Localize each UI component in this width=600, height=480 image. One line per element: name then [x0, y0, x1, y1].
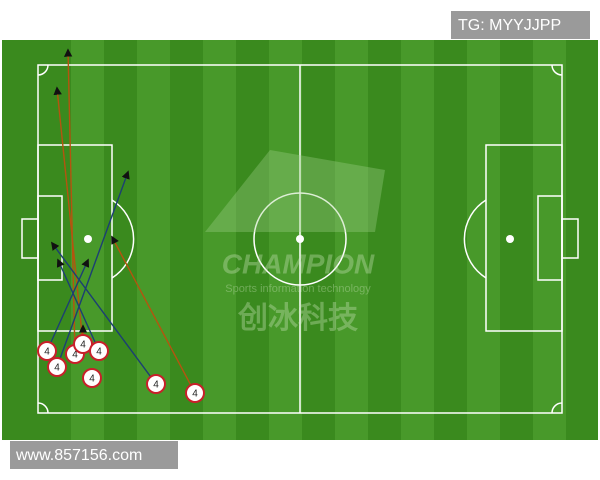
pass-arrow: [53, 86, 84, 345]
player-number: 4: [44, 347, 50, 358]
watermark: CHAMPION Sports information technology 创…: [205, 150, 385, 335]
stripe: [335, 40, 368, 440]
watermark-brand: CHAMPION: [222, 248, 375, 279]
pass-arrow: [46, 258, 90, 352]
player-marker: [89, 341, 109, 361]
player-marker: [185, 383, 205, 403]
pass-arrows: [46, 48, 196, 394]
player-marker: [146, 374, 166, 394]
pass-arrow: [56, 258, 100, 352]
player-number: 4: [89, 374, 95, 385]
player-number: 4: [153, 380, 159, 391]
player-marker: [82, 368, 102, 388]
spots: [84, 235, 514, 243]
stripe: [467, 40, 500, 440]
pass-arrow: [51, 241, 157, 385]
player-marker: [37, 341, 57, 361]
player-number: 4: [192, 389, 198, 400]
tag-box: [451, 11, 590, 39]
pass-arrow: [56, 170, 130, 368]
player-number: 4: [72, 350, 78, 361]
pass-arrow: [63, 48, 76, 355]
player-marker: [47, 357, 67, 377]
watermark-tagline: Sports information technology: [225, 283, 371, 295]
player-number: 4: [96, 347, 102, 358]
footer-url: www.857156.com: [15, 447, 142, 464]
player-number: 4: [54, 363, 60, 374]
stripe: [137, 40, 170, 440]
pass-arrow: [111, 235, 196, 394]
tag-text: TG: MYYJJPP: [458, 17, 561, 34]
player-number: 4: [80, 340, 86, 351]
stripe: [401, 40, 434, 440]
footer-box: [10, 441, 178, 469]
stripe: [203, 40, 236, 440]
watermark-chinese: 创冰科技: [237, 302, 358, 335]
